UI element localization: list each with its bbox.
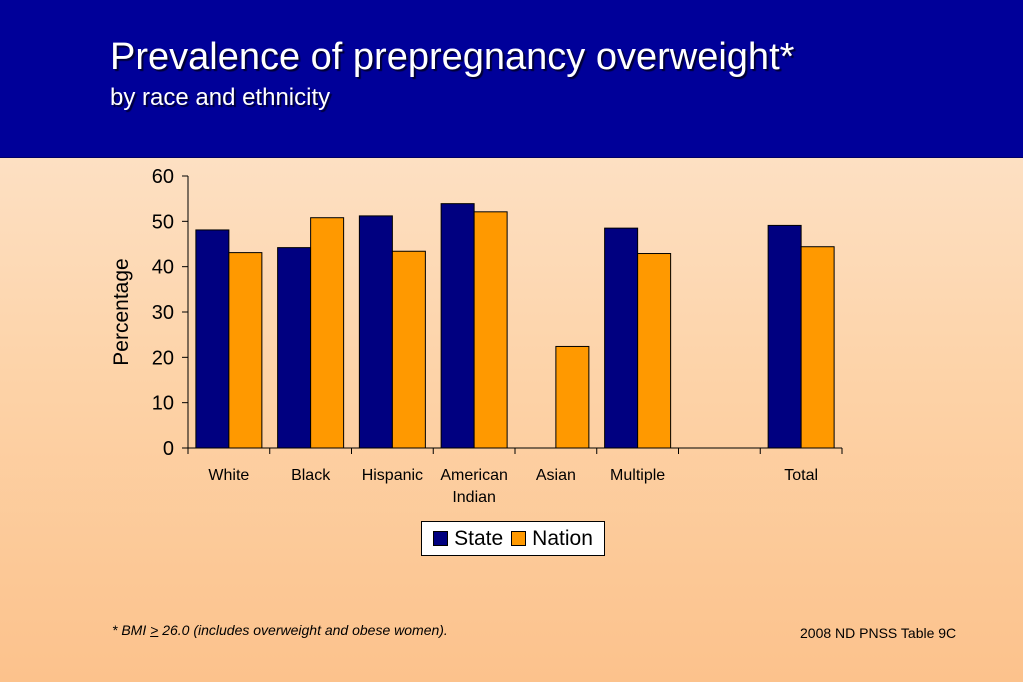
legend-label-state: State bbox=[454, 526, 504, 550]
x-tick-label: American bbox=[440, 467, 508, 484]
y-tick-label: 40 bbox=[152, 257, 174, 279]
slide-subtitle: by race and ethnicity bbox=[110, 84, 331, 111]
x-tick-label: Asian bbox=[536, 467, 576, 484]
bar-state-hispanic bbox=[358, 215, 393, 449]
legend-swatch-nation bbox=[511, 531, 527, 546]
bar-nation-asian bbox=[555, 345, 590, 449]
bar-state-total bbox=[767, 224, 802, 449]
y-tick-label: 0 bbox=[163, 438, 174, 460]
y-tick-label: 60 bbox=[152, 166, 174, 188]
x-tick-label: Indian bbox=[452, 489, 496, 506]
y-axis-label: Percentage bbox=[110, 258, 133, 365]
x-tick-label: Hispanic bbox=[362, 467, 423, 484]
y-tick-label: 10 bbox=[152, 393, 174, 415]
chart-legend: State Nation bbox=[421, 521, 605, 556]
footnote-symbol: > bbox=[150, 622, 159, 638]
bar-state-black bbox=[277, 247, 312, 449]
source-citation: 2008 ND PNSS Table 9C bbox=[800, 625, 957, 641]
bar-nation-total bbox=[800, 246, 835, 449]
title-banner: Prevalence of prepregnancy overweight* b… bbox=[0, 0, 1023, 158]
legend-label-nation: Nation bbox=[532, 526, 593, 550]
bar-nation-white bbox=[228, 252, 263, 449]
footnote: * BMI > 26.0 (includes overweight and ob… bbox=[112, 622, 448, 638]
bar-nation-hispanic bbox=[391, 250, 426, 449]
legend-item-state: State bbox=[433, 527, 503, 551]
bar-state-american-indian bbox=[440, 203, 475, 449]
x-tick-label: White bbox=[208, 467, 249, 484]
x-tick-label: Black bbox=[291, 467, 331, 484]
x-tick-label: Total bbox=[784, 467, 818, 484]
slide-title: Prevalence of prepregnancy overweight* bbox=[110, 36, 795, 78]
legend-swatch-state bbox=[433, 531, 449, 546]
y-tick-label: 20 bbox=[152, 347, 174, 369]
bar-nation-black bbox=[310, 217, 345, 449]
bar-nation-multiple bbox=[637, 253, 672, 449]
bar-state-multiple bbox=[604, 227, 639, 449]
bar-state-white bbox=[195, 229, 230, 449]
y-tick-label: 50 bbox=[152, 211, 174, 233]
footnote-prefix: * BMI bbox=[112, 622, 151, 638]
footnote-text: 26.0 (includes overweight and obese wome… bbox=[158, 622, 448, 638]
x-tick-label: Multiple bbox=[610, 467, 665, 484]
y-tick-label: 30 bbox=[152, 302, 174, 324]
legend-item-nation: Nation bbox=[511, 527, 593, 551]
bar-nation-american-indian bbox=[473, 211, 508, 449]
